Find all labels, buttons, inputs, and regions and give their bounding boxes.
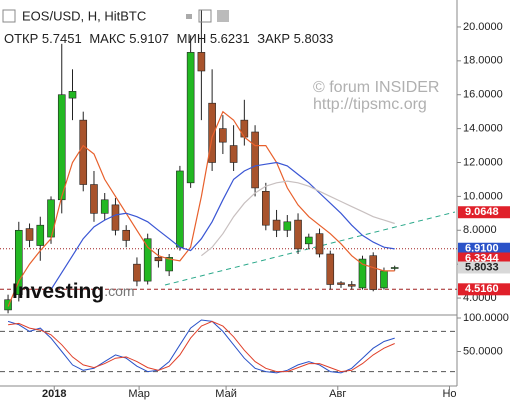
osc-y-tick-label: 100.0000 [463,312,509,324]
candle-body [262,191,270,226]
ohlc-label: ЗАКР [257,31,290,46]
candle-body [347,284,356,287]
y-tick-label: 16.0000 [463,89,503,101]
candle-body [326,253,335,285]
price-tag [458,261,510,274]
candle-body [337,282,345,285]
trend-line [164,211,456,286]
menu-icon[interactable] [2,9,16,23]
candle-body [304,236,313,245]
plot [0,9,457,374]
price-tag [458,283,510,296]
candle-body [90,184,98,214]
x-tick-label: Май [215,388,237,400]
logo-text: Investing [12,280,104,303]
candle-body [219,128,227,143]
candle-body [283,221,292,231]
x-tick-label: 2018 [42,388,66,400]
y-tick-label: 14.0000 [463,123,503,135]
price-tag-label: 4.5160 [465,283,499,295]
y-tick-label: 18.0000 [463,55,503,67]
candle-body [229,145,238,163]
price-tag-label: 6.9100 [465,243,499,255]
x-tick-label: Но [442,388,456,400]
candle-body [14,229,23,295]
candle-body [251,131,259,189]
candle-body [100,199,109,214]
logo-suffix: .com [104,283,134,299]
settings-icon[interactable] [217,10,229,22]
moving-average [50,161,395,290]
price-tag-label: 5.8033 [465,261,499,273]
ohlc-value: 5.8033 [294,31,334,46]
candle-body [186,52,195,184]
ohlc-label: МАКС [89,31,125,46]
candle-body [68,91,77,99]
candle-body [25,228,34,241]
x-tick-label: Авг [329,388,346,400]
y-tick-label: 20.0000 [463,21,503,33]
candle-body [79,119,88,185]
candle-body [133,263,141,282]
candle-body [165,257,173,272]
watermark: © forum INSIDER [313,79,439,96]
ohlc-value: 5.6231 [210,31,250,46]
osc-y-tick-label: 50.0000 [463,345,503,357]
candle-body [154,257,163,262]
ohlc-line: ОТКР 5.7451 МАКС 5.9107 МИН 5.6231 ЗАКР … [4,31,333,46]
y-tick-label: 12.0000 [463,156,503,168]
candle-body [111,204,120,231]
expand-icon[interactable] [198,9,212,23]
candle-body [208,102,216,163]
price-tag-label: 9.0648 [465,206,499,218]
y-tick-label: 8.0000 [463,224,497,236]
candle-body [315,233,324,255]
candle-body [369,255,378,290]
candle-body [197,52,206,72]
chart-title: EOS/USD, H, HitBTC [22,8,146,23]
candle-body [358,258,367,289]
candle-body [294,219,302,250]
dropdown-icon[interactable] [186,14,192,19]
y-tick-label: 10.0000 [463,190,503,202]
moving-average [7,110,395,307]
candle-body [240,119,249,138]
price-tag [458,206,510,219]
candle-body [380,270,388,289]
candle-body [143,238,152,282]
candle-body [122,229,130,241]
candle-body [57,94,66,201]
ohlc-label: ОТКР [4,31,38,46]
candle-body [176,170,184,248]
candle-body [4,299,12,311]
candle-body [36,224,45,246]
price-tag [458,242,510,255]
candle-body [272,219,281,231]
oscillator-line [8,320,395,373]
moving-average [201,180,395,257]
price-tag-label: 6.3344 [465,252,500,264]
ohlc-value: 5.7451 [42,31,82,46]
oscillator-line [7,319,395,374]
candle-body [390,267,399,269]
ohlc-value: 5.9107 [129,31,169,46]
ohlc-label: МИН [177,31,207,46]
watermark: http://tipsmc.org [313,96,427,113]
x-tick-label: Мар [128,388,150,400]
logo: Investing.com [12,280,135,303]
